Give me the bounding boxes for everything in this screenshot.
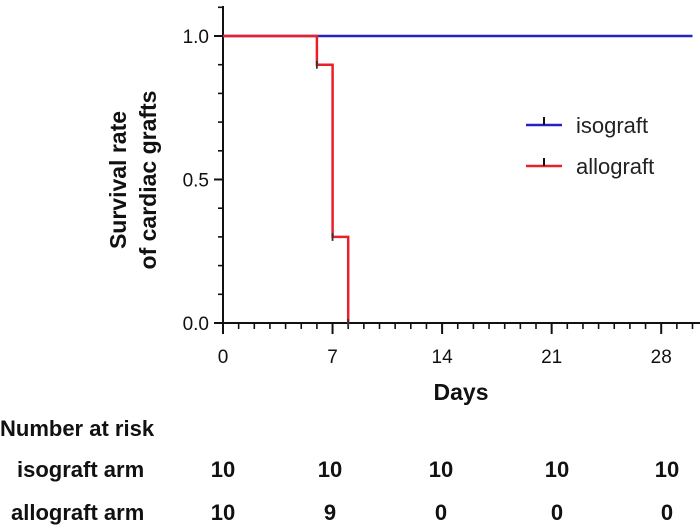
x-axis-title: Days (434, 379, 489, 405)
legend-label-isograft: isograft (576, 113, 648, 138)
x-tick-label: 21 (541, 347, 562, 368)
y-axis-title: Survival rate of cardiac grafts (105, 91, 161, 270)
x-tick-label: 14 (432, 347, 454, 368)
risk-value: 9 (324, 500, 336, 525)
risk-row-label-allograft: allograft arm (11, 500, 144, 525)
risk-value: 0 (435, 500, 447, 525)
y-axis-title-line-1: Survival rate (105, 111, 131, 249)
legend-label-allograft: allograft (576, 154, 654, 179)
risk-value: 0 (661, 500, 673, 525)
risk-row-label-isograft: isograft arm (17, 457, 144, 482)
series-line-allograft (223, 34, 350, 323)
risk-table-title: Number at risk (0, 416, 155, 441)
risk-value: 10 (318, 457, 342, 482)
x-tick-label: 7 (327, 347, 338, 368)
y-axis-title-line-2: of cardiac grafts (135, 91, 161, 270)
y-tick-label: 0.0 (183, 314, 209, 335)
risk-value: 10 (545, 457, 569, 482)
legend-item-allograft: allograft (526, 154, 654, 179)
y-tick-label: 1.0 (183, 27, 209, 48)
risk-value: 10 (211, 457, 235, 482)
y-tick-label: 0.5 (183, 171, 209, 192)
risk-table: Number at risk isograft arm allograft ar… (0, 416, 679, 525)
risk-value: 10 (429, 457, 453, 482)
risk-value: 10 (655, 457, 679, 482)
x-tick-label: 28 (651, 347, 672, 368)
risk-value: 0 (551, 500, 563, 525)
legend-item-isograft: isograft (526, 113, 648, 138)
x-tick-label: 0 (218, 347, 229, 368)
risk-value: 10 (211, 500, 235, 525)
legend: isograft allograft (526, 113, 654, 179)
